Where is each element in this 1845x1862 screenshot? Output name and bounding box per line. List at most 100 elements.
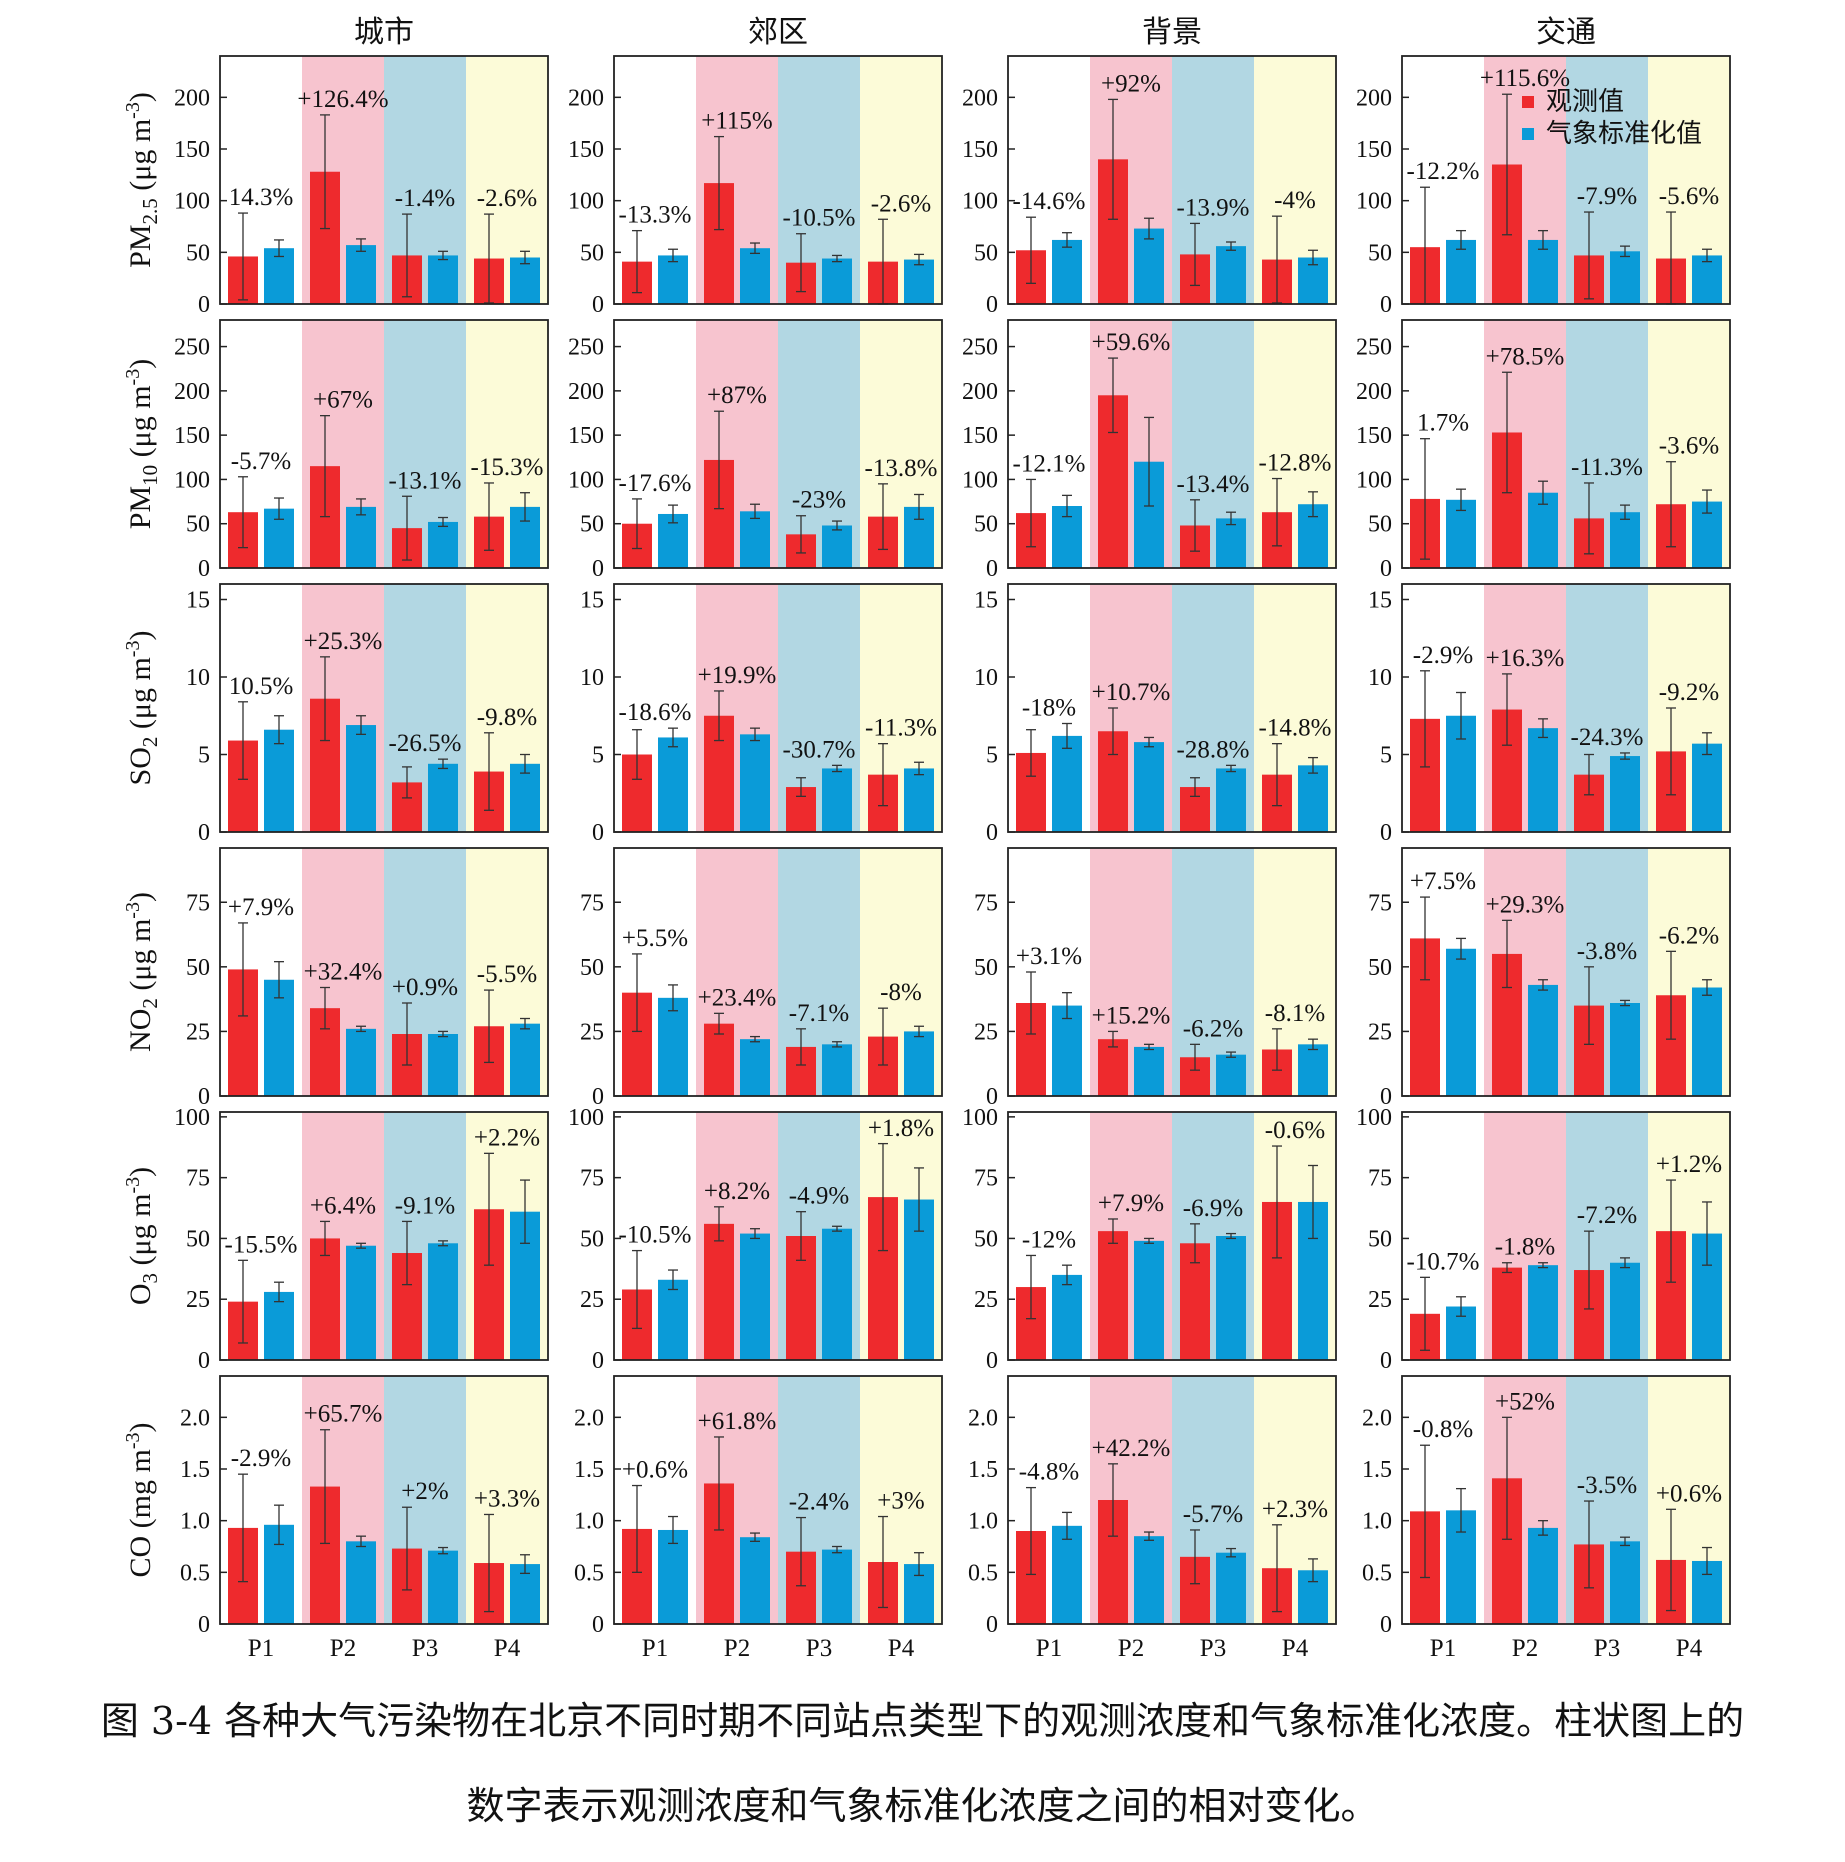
change-label-P2: +7.9% <box>1098 1190 1164 1217</box>
bar-observed-P2 <box>1492 1267 1522 1360</box>
bar-normalized-P1 <box>1052 239 1082 304</box>
change-label-P3: -9.1% <box>395 1192 455 1219</box>
bar-normalized-P2 <box>1528 1527 1558 1624</box>
change-label-P1: -2.9% <box>1413 642 1473 669</box>
panel-r3-c0: 0 25 50 75 +7.9% +32.4% +0.9% -5.5% <box>186 847 549 1110</box>
y-tick-label: 5 <box>592 743 604 769</box>
panel-r2-c2: 0 5 10 15 -18% +10.7% -28.8% -14.8% <box>974 583 1337 846</box>
legend-label-normalized: 气象标准化值 <box>1546 119 1702 149</box>
change-label-P1: -0.8% <box>1413 1416 1473 1443</box>
bar-normalized-P2 <box>740 1233 770 1360</box>
bar-normalized-P3 <box>1610 756 1640 832</box>
y-tick-label: 50 <box>186 1226 210 1252</box>
y-tick-label: 15 <box>186 588 210 614</box>
panel-frame <box>1401 847 1731 1097</box>
bar-normalized-P4 <box>1692 987 1722 1096</box>
change-label-P4: -9.2% <box>1659 679 1719 706</box>
change-label-P4: -6.2% <box>1659 922 1719 949</box>
bar-normalized-P2 <box>740 511 770 568</box>
change-label-P4: +1.2% <box>1656 1151 1722 1178</box>
y-tick-label: 0 <box>1380 556 1392 582</box>
x-tick-label-P1: P1 <box>1430 1635 1456 1662</box>
y-tick-label: 75 <box>580 1166 604 1192</box>
bar-normalized-P3 <box>1216 1054 1246 1096</box>
change-label-P1: -15.5% <box>225 1231 298 1258</box>
change-label-P1: 10.5% <box>229 673 294 700</box>
change-label-P3: -10.5% <box>783 205 856 232</box>
change-label-P3: -30.7% <box>783 736 856 763</box>
legend-label-observed: 观测值 <box>1546 87 1624 117</box>
change-label-P2: +92% <box>1101 70 1161 97</box>
bar-normalized-P4 <box>510 1564 540 1624</box>
panel-frame <box>1007 1111 1337 1361</box>
bar-normalized-P3 <box>822 1228 852 1360</box>
bar-normalized-P3 <box>822 525 852 568</box>
panel-frame <box>219 319 549 569</box>
panel-frame <box>613 319 943 569</box>
panel-r4-c1: 0 25 50 75 100 -10.5% +8.2% -4.9% +1.8% <box>568 1105 943 1374</box>
change-label-P4: -0.6% <box>1265 1117 1325 1144</box>
y-tick-label: 0 <box>198 1084 210 1110</box>
change-label-P2: +87% <box>707 382 767 409</box>
panel-r3-c1: 0 25 50 75 +5.5% +23.4% -7.1% -8% <box>580 847 943 1110</box>
y-tick-label: 0 <box>592 820 604 846</box>
y-tick-label: 0.5 <box>968 1560 998 1586</box>
y-tick-label: 50 <box>580 1226 604 1252</box>
change-label-P4: -13.8% <box>865 455 938 482</box>
bar-observed-P2 <box>1098 1039 1128 1096</box>
change-label-P4: -4% <box>1274 187 1316 214</box>
change-label-P1: -10.5% <box>619 1222 692 1249</box>
change-label-P1: +5.5% <box>622 925 688 952</box>
change-label-P4: +3.3% <box>474 1485 540 1512</box>
change-label-P1: -12.1% <box>1013 450 1086 477</box>
bar-normalized-P1 <box>1052 735 1082 832</box>
x-tick-label-P3: P3 <box>1200 1635 1226 1662</box>
panel-r4-c3: 0 25 50 75 100 -10.7% -1.8% -7.2% +1.2% <box>1356 1105 1731 1374</box>
panel-r5-c1: 0 0.5 1.0 1.5 2.0 +0.6% +61.8% -2.4% +3% P1 P2 P3 P4 <box>574 1375 943 1662</box>
y-tick-label: 200 <box>962 85 998 111</box>
change-label-P4: +1.8% <box>868 1115 934 1142</box>
change-label-P4: -8% <box>880 979 922 1006</box>
y-tick-label: 0 <box>592 1084 604 1110</box>
bar-observed-P2 <box>1098 1231 1128 1360</box>
panel-r4-c0: 0 25 50 75 100 -15.5% +6.4% -9.1% +2.2% <box>174 1105 549 1374</box>
change-label-P2: +42.2% <box>1092 1435 1171 1462</box>
panel-frame <box>219 1375 549 1625</box>
y-tick-label: 0 <box>986 1612 998 1638</box>
change-label-P4: -2.6% <box>477 185 537 212</box>
y-tick-label: 100 <box>568 189 604 215</box>
change-label-P3: -6.2% <box>1183 1015 1243 1042</box>
bar-normalized-P3 <box>822 1549 852 1624</box>
y-tick-label: 50 <box>974 240 998 266</box>
change-label-P1: -4.8% <box>1019 1459 1079 1486</box>
panel-r0-c1: 0 50 100 150 200 -13.3% +115% -10.5% -2.6% <box>568 55 943 318</box>
y-tick-label: 250 <box>1356 335 1392 361</box>
panel-frame <box>1401 1375 1731 1625</box>
panel-r0-c3: 0 50 100 150 200 -12.2% +115.6% -7.9% -5.6% <box>1356 55 1731 318</box>
bar-normalized-P3 <box>1216 1552 1246 1624</box>
change-label-P2: +78.5% <box>1486 343 1565 370</box>
bar-normalized-P4 <box>904 1031 934 1096</box>
x-tick-label-P1: P1 <box>1036 1635 1062 1662</box>
change-label-P2: +8.2% <box>704 1178 770 1205</box>
y-tick-label: 2.0 <box>180 1405 210 1431</box>
y-tick-label: 100 <box>962 467 998 493</box>
change-label-P2: +25.3% <box>304 628 383 655</box>
change-label-P3: -26.5% <box>389 730 462 757</box>
change-label-P4: -5.6% <box>1659 183 1719 210</box>
bar-normalized-P2 <box>740 1039 770 1096</box>
change-label-P3: -1.4% <box>395 185 455 212</box>
panel-frame <box>219 847 549 1097</box>
bar-normalized-P4 <box>510 257 540 304</box>
y-tick-label: 1.0 <box>1362 1509 1392 1535</box>
y-tick-label: 50 <box>974 1226 998 1252</box>
y-tick-label: 100 <box>568 1105 604 1131</box>
panel-frame <box>613 1111 943 1361</box>
change-label-P2: +29.3% <box>1486 891 1565 918</box>
y-tick-label: 50 <box>974 512 998 538</box>
panel-r0-c2: 0 50 100 150 200 -14.6% +92% -13.9% -4% <box>962 55 1337 318</box>
y-tick-label: 0 <box>592 292 604 318</box>
y-tick-label: 150 <box>174 423 210 449</box>
bar-normalized-P3 <box>1610 251 1640 304</box>
panel-r5-c0: 0 0.5 1.0 1.5 2.0 -2.9% +65.7% +2% +3.3% P1 P2 P3 P4 <box>180 1375 549 1662</box>
